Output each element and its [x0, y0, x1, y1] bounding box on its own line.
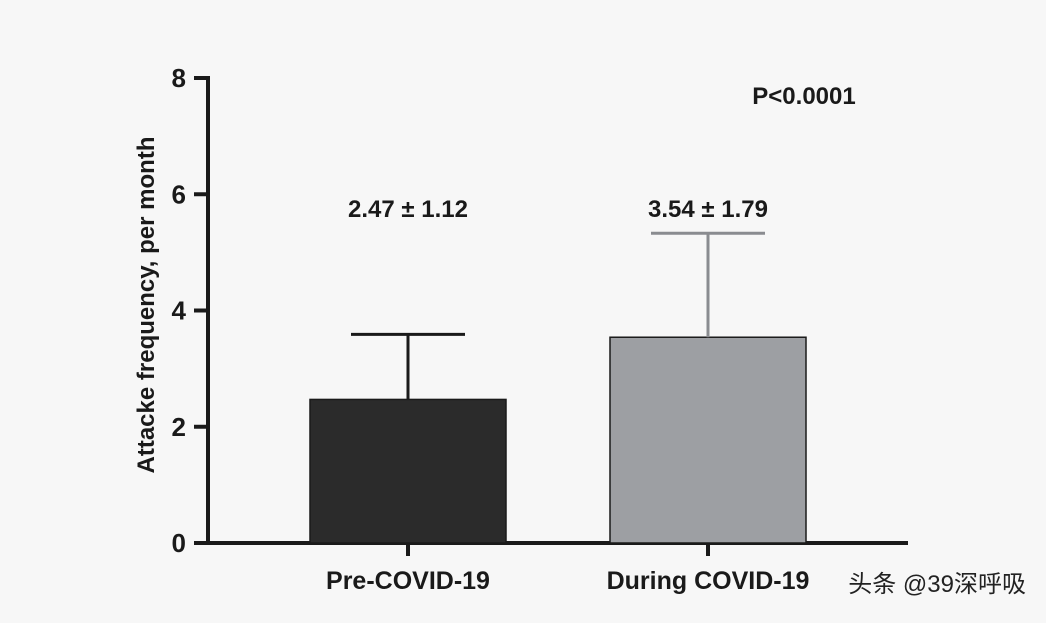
y-tick-label-0: 0: [172, 528, 186, 558]
p-value-annotation: P<0.0001: [752, 83, 855, 110]
value-labels: 2.47 ± 1.12 3.54 ± 1.79: [348, 196, 768, 223]
watermark-text: 头条 @39深呼吸: [848, 571, 1026, 598]
x-axis: Pre-COVID-19 During COVID-19: [206, 541, 908, 595]
y-tick-label-6: 6: [172, 179, 186, 209]
x-tick-label-2: During COVID-19: [607, 567, 810, 595]
bar-1: [309, 398, 507, 544]
error-bars: [351, 231, 765, 400]
y-tick-label-8: 8: [172, 63, 186, 93]
y-tick-label-2: 2: [172, 412, 186, 442]
value-label-2: 3.54 ± 1.79: [648, 196, 768, 223]
bar-2: [609, 336, 807, 544]
y-axis-label: Attacke frequency, per month: [133, 137, 160, 474]
x-tick-label-1: Pre-COVID-19: [326, 567, 490, 595]
value-label-1: 2.47 ± 1.12: [348, 196, 468, 223]
y-axis: 0 2 4 6 8: [172, 63, 210, 558]
y-tick-label-4: 4: [172, 296, 187, 326]
bars: [309, 336, 807, 544]
